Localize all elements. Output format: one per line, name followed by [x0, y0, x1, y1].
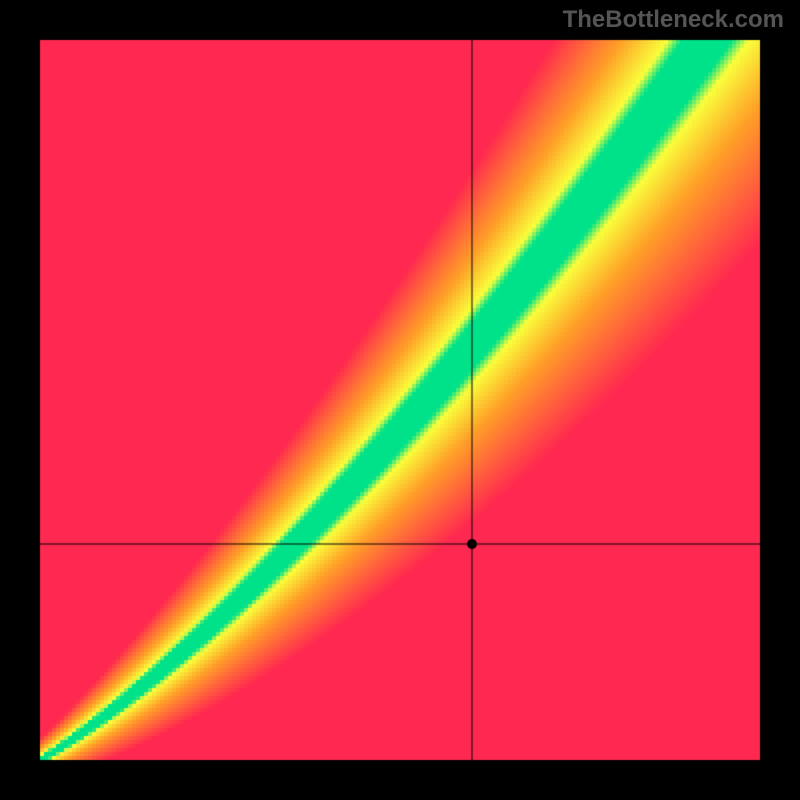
chart-container: TheBottleneck.com	[0, 0, 800, 800]
watermark-text: TheBottleneck.com	[563, 6, 784, 34]
bottleneck-heatmap	[0, 0, 800, 800]
